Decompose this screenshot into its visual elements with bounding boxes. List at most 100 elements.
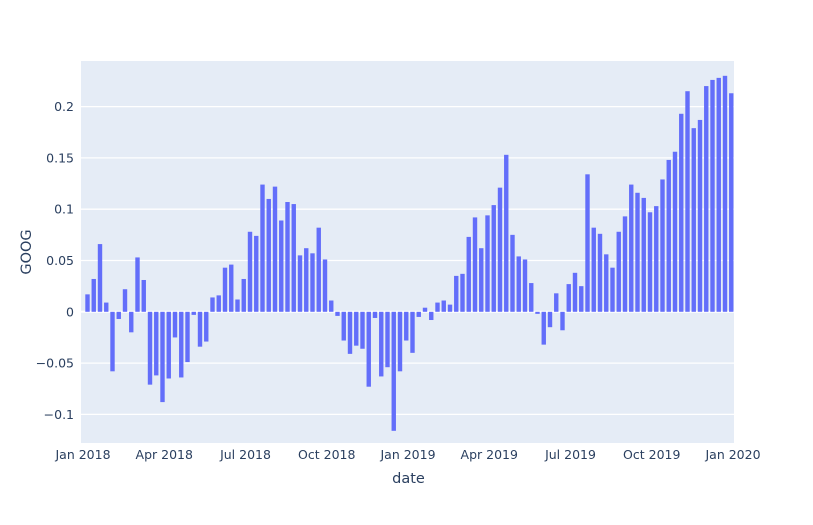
bar[interactable]: [260, 184, 265, 312]
bar[interactable]: [172, 311, 178, 338]
bar[interactable]: [410, 311, 415, 353]
bar[interactable]: [516, 256, 521, 312]
bar[interactable]: [554, 293, 559, 312]
bar[interactable]: [491, 205, 496, 312]
bar[interactable]: [441, 300, 446, 312]
bar[interactable]: [729, 93, 734, 312]
bar[interactable]: [597, 233, 603, 312]
bar[interactable]: [422, 307, 428, 312]
bar[interactable]: [604, 254, 609, 312]
bar[interactable]: [304, 248, 309, 312]
bar[interactable]: [247, 231, 253, 312]
bar[interactable]: [272, 186, 278, 312]
bar[interactable]: [129, 311, 134, 333]
bar[interactable]: [110, 311, 115, 372]
bar[interactable]: [347, 311, 353, 354]
bar[interactable]: [122, 289, 128, 312]
bar[interactable]: [160, 311, 165, 403]
bar[interactable]: [472, 217, 478, 312]
bar[interactable]: [716, 77, 721, 312]
bar[interactable]: [560, 311, 565, 331]
bar[interactable]: [229, 264, 234, 312]
bar[interactable]: [310, 253, 315, 312]
bar[interactable]: [697, 119, 703, 312]
bar[interactable]: [635, 192, 640, 312]
bar[interactable]: [154, 311, 159, 376]
bar[interactable]: [104, 302, 109, 312]
bar[interactable]: [391, 311, 396, 431]
bar[interactable]: [341, 311, 346, 341]
bar[interactable]: [485, 215, 490, 312]
bar[interactable]: [497, 187, 503, 312]
bar[interactable]: [316, 227, 321, 312]
bar[interactable]: [416, 311, 421, 317]
bar[interactable]: [572, 272, 578, 312]
bar[interactable]: [541, 311, 546, 345]
bar[interactable]: [291, 204, 296, 312]
bar[interactable]: [372, 311, 378, 318]
bar[interactable]: [222, 267, 228, 312]
bar[interactable]: [435, 302, 440, 312]
bar[interactable]: [385, 311, 390, 368]
bar[interactable]: [116, 311, 121, 319]
bar[interactable]: [504, 154, 509, 312]
bar[interactable]: [147, 311, 153, 385]
bar[interactable]: [429, 311, 434, 321]
bar[interactable]: [510, 234, 515, 312]
bar[interactable]: [535, 311, 540, 314]
bar[interactable]: [454, 275, 459, 312]
bar[interactable]: [579, 286, 584, 312]
bar[interactable]: [279, 220, 284, 312]
bar[interactable]: [179, 311, 184, 378]
bar[interactable]: [666, 159, 671, 312]
bar[interactable]: [672, 151, 678, 312]
bar[interactable]: [404, 311, 409, 341]
bar[interactable]: [616, 231, 621, 312]
bar[interactable]: [691, 128, 696, 312]
bar[interactable]: [135, 257, 140, 312]
bar[interactable]: [216, 295, 221, 312]
bar[interactable]: [610, 267, 615, 312]
bar[interactable]: [660, 179, 665, 312]
bar[interactable]: [366, 311, 371, 387]
bar[interactable]: [141, 279, 146, 312]
bar[interactable]: [685, 91, 690, 312]
bar[interactable]: [185, 311, 190, 363]
bar[interactable]: [85, 294, 90, 312]
bar[interactable]: [479, 248, 484, 312]
bar[interactable]: [266, 198, 271, 312]
bar[interactable]: [379, 311, 384, 377]
bar[interactable]: [297, 255, 303, 312]
bar[interactable]: [97, 244, 103, 312]
bar[interactable]: [210, 297, 215, 312]
bar[interactable]: [547, 311, 553, 328]
bar[interactable]: [254, 235, 259, 312]
bar[interactable]: [322, 259, 328, 312]
bar[interactable]: [622, 216, 628, 312]
bar[interactable]: [679, 113, 684, 312]
bar[interactable]: [329, 300, 334, 312]
bar[interactable]: [529, 283, 534, 312]
bar[interactable]: [197, 311, 203, 347]
bar[interactable]: [591, 227, 596, 312]
bar[interactable]: [710, 79, 715, 312]
bar[interactable]: [585, 174, 590, 312]
bar[interactable]: [647, 212, 653, 312]
bar[interactable]: [466, 236, 471, 312]
bar[interactable]: [641, 197, 646, 312]
bar[interactable]: [447, 304, 453, 312]
bar[interactable]: [566, 284, 571, 312]
bar[interactable]: [360, 311, 365, 349]
bar[interactable]: [722, 75, 728, 312]
bar[interactable]: [241, 278, 246, 312]
bar[interactable]: [191, 311, 196, 315]
bar[interactable]: [460, 273, 465, 312]
bar[interactable]: [654, 206, 659, 312]
bar[interactable]: [335, 311, 340, 316]
bar[interactable]: [204, 311, 209, 342]
bar[interactable]: [629, 184, 634, 312]
bar[interactable]: [397, 311, 403, 372]
bar[interactable]: [91, 278, 96, 312]
bar[interactable]: [354, 311, 359, 346]
